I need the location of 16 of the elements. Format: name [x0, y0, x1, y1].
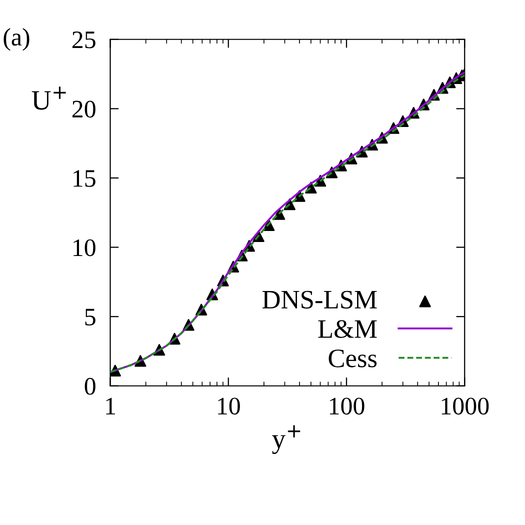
x-axis-title: y$^{+}$ — [272, 425, 300, 454]
y-tick-label: 5 — [85, 308, 96, 326]
legend-label: DNS-LSM — [262, 290, 377, 309]
x-tick-label: 1000 — [442, 398, 489, 415]
y-tick-label: 25 — [72, 31, 96, 48]
text: (a) — [4, 28, 30, 51]
y-axis-title: U$^{+}$ — [32, 86, 66, 110]
legend-label: Cess — [328, 350, 377, 368]
legend-label: L&M — [318, 320, 377, 338]
y-tick-label: 20 — [72, 100, 96, 118]
x-tick-label: 100 — [330, 398, 364, 415]
y-tick-label: 0 — [84, 378, 96, 395]
x-tick-label: 1 — [106, 398, 115, 414]
y-tick-label: 15 — [74, 170, 96, 187]
x-tick-label: 10 — [218, 398, 240, 415]
y-tick-label: 10 — [74, 239, 96, 256]
